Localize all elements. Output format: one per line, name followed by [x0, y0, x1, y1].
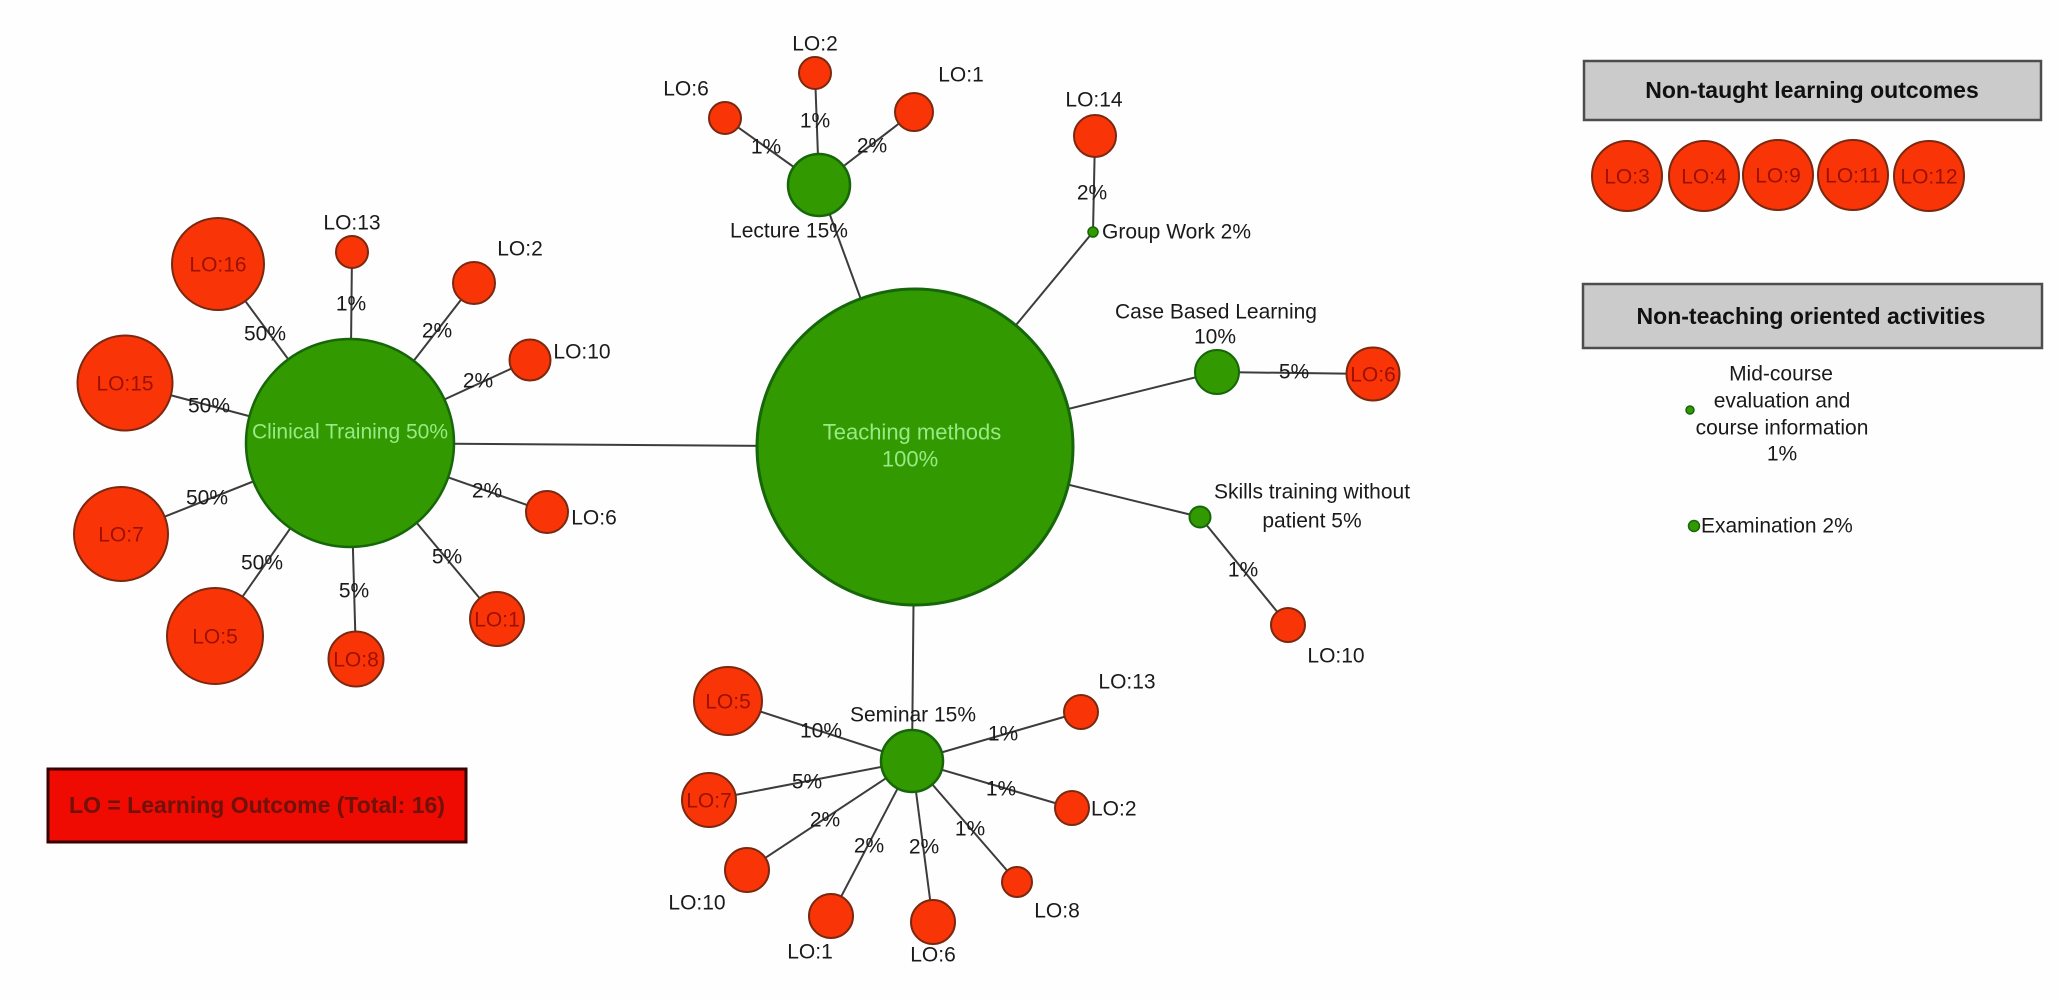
svg-text:patient 5%: patient 5% [1262, 510, 1361, 533]
svg-text:50%: 50% [186, 487, 228, 510]
svg-text:1%: 1% [1228, 559, 1258, 582]
svg-text:1%: 1% [336, 293, 366, 316]
svg-text:LO:3: LO:3 [1604, 166, 1650, 189]
svg-text:2%: 2% [422, 320, 452, 343]
svg-text:LO:8: LO:8 [333, 649, 379, 672]
svg-text:10%: 10% [1194, 326, 1236, 349]
svg-text:5%: 5% [339, 580, 369, 603]
svg-text:Case Based Learning: Case Based Learning [1115, 301, 1317, 324]
svg-text:5%: 5% [1279, 361, 1309, 384]
svg-text:LO:2: LO:2 [792, 33, 838, 56]
svg-text:LO:8: LO:8 [1034, 900, 1080, 923]
svg-text:LO:1: LO:1 [474, 609, 520, 632]
svg-text:50%: 50% [244, 323, 286, 346]
svg-text:2%: 2% [854, 835, 884, 858]
svg-text:LO:4: LO:4 [1681, 166, 1727, 189]
svg-text:1%: 1% [1767, 443, 1797, 466]
svg-text:50%: 50% [241, 552, 283, 575]
svg-text:LO:12: LO:12 [1900, 166, 1957, 189]
svg-text:LO:1: LO:1 [938, 64, 984, 87]
svg-text:1%: 1% [986, 778, 1016, 801]
svg-text:2%: 2% [909, 836, 939, 859]
svg-text:2%: 2% [1077, 182, 1107, 205]
svg-text:LO:6: LO:6 [663, 78, 709, 101]
svg-text:100%: 100% [882, 447, 938, 472]
svg-text:Mid-course: Mid-course [1729, 363, 1833, 386]
svg-text:LO:1: LO:1 [787, 941, 833, 964]
svg-text:evaluation and: evaluation and [1714, 390, 1851, 413]
svg-text:10%: 10% [800, 720, 842, 743]
svg-text:LO:6: LO:6 [910, 944, 956, 967]
svg-text:Non-taught learning outcomes: Non-taught learning outcomes [1645, 77, 1979, 103]
svg-text:LO:5: LO:5 [192, 626, 238, 649]
svg-text:1%: 1% [751, 136, 781, 159]
svg-text:LO:14: LO:14 [1065, 89, 1123, 112]
svg-text:LO:6: LO:6 [1350, 364, 1396, 387]
svg-text:2%: 2% [463, 370, 493, 393]
svg-text:LO:10: LO:10 [553, 341, 610, 364]
svg-text:1%: 1% [955, 818, 985, 841]
svg-text:LO:13: LO:13 [323, 212, 380, 235]
svg-text:LO:13: LO:13 [1098, 671, 1155, 694]
svg-text:Group Work 2%: Group Work 2% [1102, 221, 1251, 244]
svg-text:LO:5: LO:5 [705, 691, 751, 714]
svg-text:LO:7: LO:7 [686, 790, 732, 813]
svg-text:course information: course information [1696, 417, 1869, 440]
svg-text:2%: 2% [472, 480, 502, 503]
svg-text:5%: 5% [792, 771, 822, 794]
svg-text:5%: 5% [432, 546, 462, 569]
svg-text:LO:10: LO:10 [1307, 645, 1364, 668]
svg-text:LO:7: LO:7 [98, 524, 144, 547]
svg-text:2%: 2% [857, 135, 887, 158]
svg-text:Clinical Training 50%: Clinical Training 50% [252, 421, 448, 444]
svg-text:1%: 1% [988, 723, 1018, 746]
svg-text:LO:11: LO:11 [1825, 165, 1881, 188]
svg-text:Non-teaching oriented activiti: Non-teaching oriented activities [1637, 303, 1986, 329]
svg-text:Examination 2%: Examination 2% [1701, 515, 1853, 538]
svg-text:LO:16: LO:16 [189, 254, 246, 277]
svg-text:50%: 50% [188, 395, 230, 418]
svg-text:LO:9: LO:9 [1755, 165, 1801, 188]
svg-text:LO:6: LO:6 [571, 507, 617, 530]
svg-text:LO:2: LO:2 [1091, 798, 1137, 821]
svg-text:Lecture 15%: Lecture 15% [730, 220, 848, 243]
svg-text:2%: 2% [810, 809, 840, 832]
svg-text:1%: 1% [800, 110, 830, 133]
svg-text:LO = Learning Outcome (Total:: LO = Learning Outcome (Total: 16) [69, 792, 445, 818]
svg-text:LO:10: LO:10 [668, 892, 725, 915]
svg-text:LO:15: LO:15 [96, 373, 153, 396]
svg-text:Teaching methods: Teaching methods [823, 420, 1002, 445]
svg-text:Skills training without: Skills training without [1214, 481, 1410, 504]
svg-text:LO:2: LO:2 [497, 238, 543, 261]
svg-text:Seminar 15%: Seminar 15% [850, 704, 976, 727]
